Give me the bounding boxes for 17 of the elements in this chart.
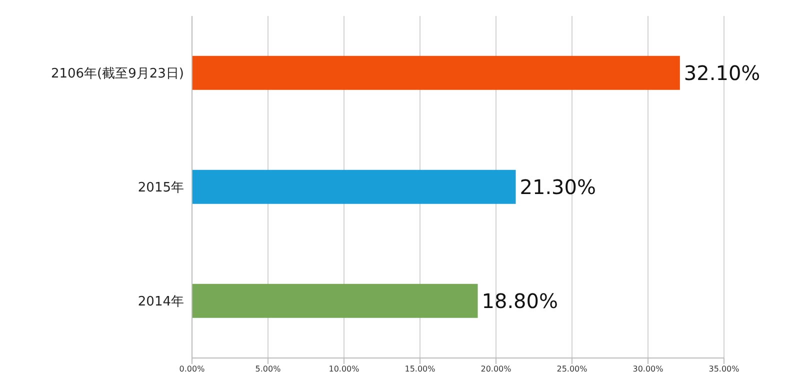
x-tick-label: 30.00%: [632, 364, 664, 374]
data-label: 21.30%: [520, 174, 596, 199]
x-tick-label: 15.00%: [404, 364, 436, 374]
bar: [192, 284, 478, 318]
data-label: 32.10%: [684, 60, 760, 85]
data-label: 18.80%: [482, 288, 558, 313]
y-tick-label: 2015年: [138, 180, 184, 196]
y-tick-label: 2014年: [138, 294, 184, 310]
y-tick-label: 2106年(截至9月23日): [50, 66, 184, 82]
bar: [192, 56, 680, 90]
x-tick-label: 25.00%: [556, 364, 588, 374]
x-tick-label: 0.00%: [179, 364, 206, 374]
bar: [192, 170, 516, 204]
x-tick-label: 10.00%: [328, 364, 360, 374]
x-tick-label: 5.00%: [255, 364, 282, 374]
x-tick-label: 35.00%: [708, 364, 740, 374]
x-tick-label: 20.00%: [480, 364, 512, 374]
